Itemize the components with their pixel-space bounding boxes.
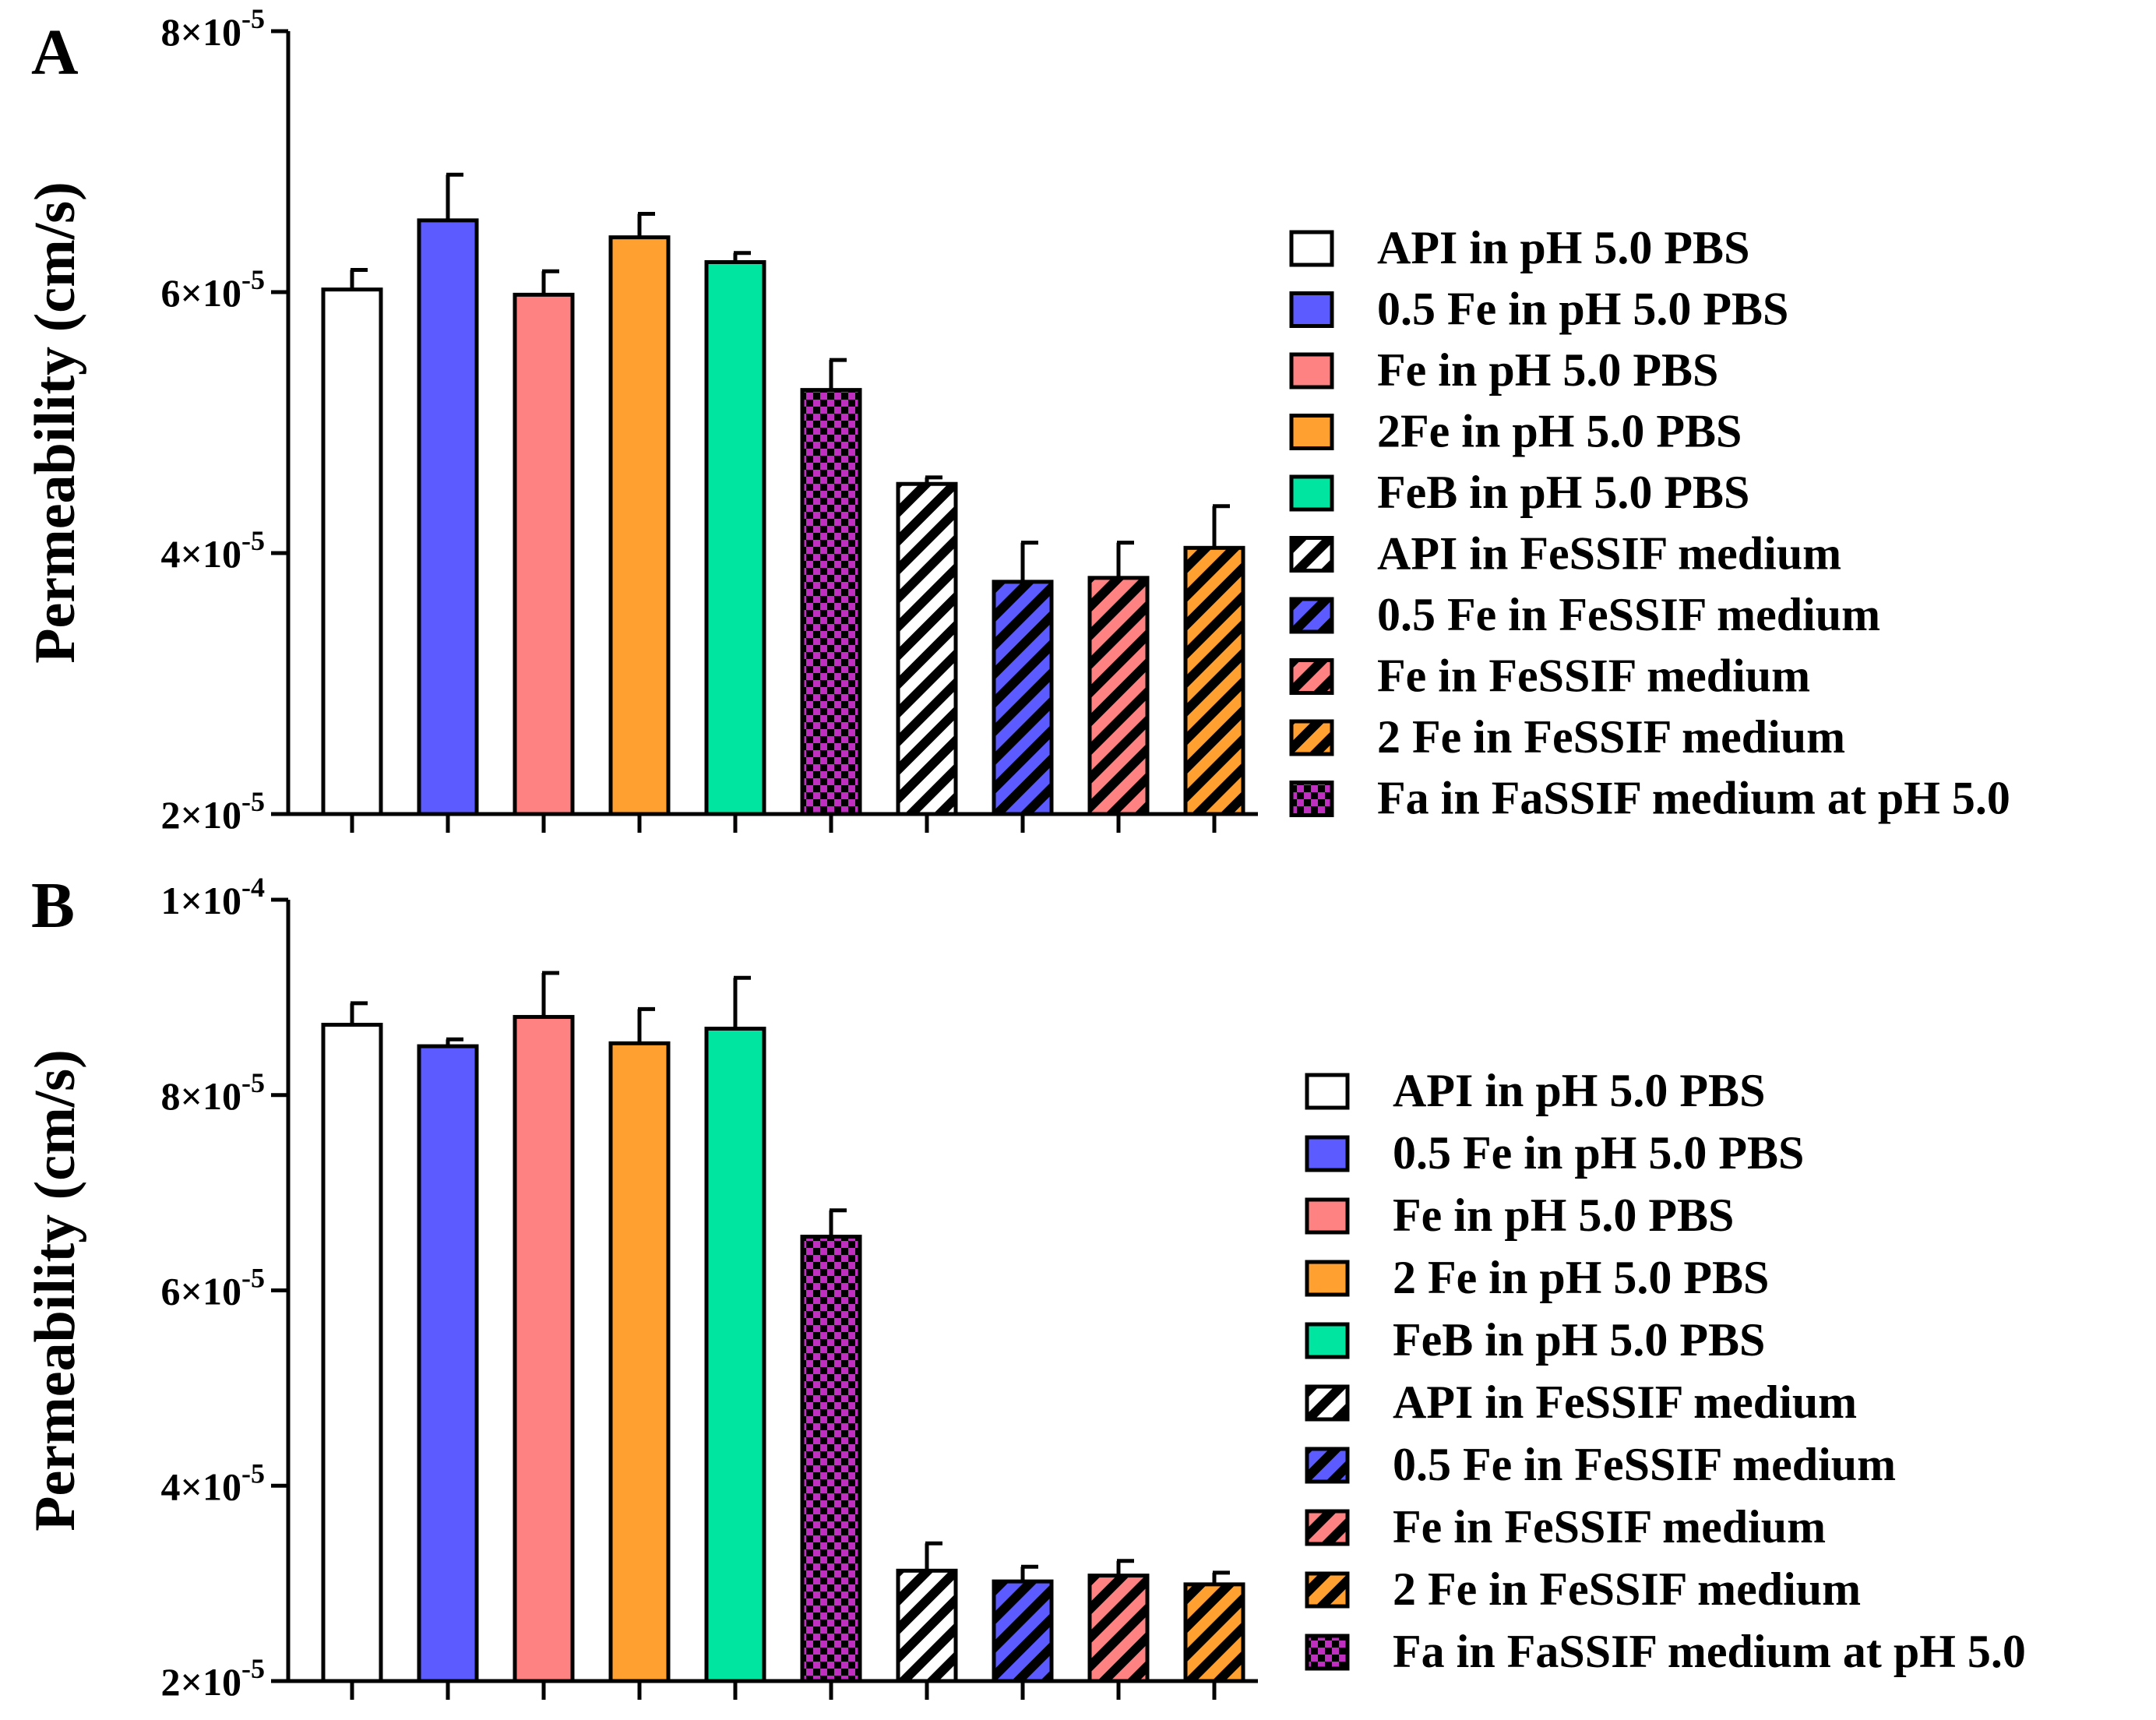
bar [992,1579,1054,1683]
y-axis-label: Permeability (cm/s) [23,182,87,664]
y-tick-label: 1×10-4 [161,872,266,922]
legend-swatch [1305,1634,1350,1671]
y-tick-label: 8×10-5 [161,1067,266,1118]
bar [1183,545,1245,816]
panel-label: A [31,16,79,89]
y-tick-label: 4×10-5 [161,1457,266,1508]
bar [417,1044,479,1683]
legend-label: Fe in pH 5.0 PBS [1377,344,1718,396]
legend: API in pH 5.0 PBS 0.5 Fe in pH 5.0 PBS Fe … [1289,222,2010,824]
legend-label: Fe in FeSSIF medium [1393,1501,1826,1553]
bar [1183,1582,1245,1683]
y-tick-label: 8×10-5 [161,3,266,54]
legend-swatch [1305,1447,1350,1484]
bar [608,235,671,816]
legend: API in pH 5.0 PBS 0.5 Fe in pH 5.0 PBS Fe … [1305,1065,2026,1677]
bar [1087,576,1150,816]
legend-swatch [1289,414,1334,450]
legend-label: 2 Fe in FeSSIF medium [1377,711,1845,763]
panel-A: A Permeability (cm/s) 2×10-5 4×10-5 6×10-5 8×… [23,3,2010,837]
legend-label: API in FeSSIF medium [1393,1376,1857,1428]
legend-label: Fe in FeSSIF medium [1377,650,1810,702]
bar [704,1026,766,1683]
legend-label: 0.5 Fe in FeSSIF medium [1377,589,1880,640]
legend-label: 2 Fe in pH 5.0 PBS [1393,1252,1769,1303]
legend-swatch [1305,1135,1350,1172]
bar [321,287,383,816]
legend-label: API in FeSSIF medium [1377,528,1841,580]
legend-swatch [1305,1197,1350,1235]
bar [704,259,766,816]
legend-label: API in pH 5.0 PBS [1393,1065,1765,1116]
legend-swatch [1305,1509,1350,1546]
legend-swatch [1305,1073,1350,1110]
bar [992,580,1054,816]
bar [896,1568,958,1683]
bar [800,388,862,816]
legend-swatch [1289,536,1334,573]
legend-label: Fe in pH 5.0 PBS [1393,1190,1734,1241]
y-axis-label: Permeability (cm/s) [23,1049,87,1531]
bar [513,1014,575,1683]
y-tick-label: 6×10-5 [161,264,266,315]
bar [1087,1574,1150,1683]
legend-label: FeB in pH 5.0 PBS [1377,467,1749,518]
legend-swatch [1289,597,1334,634]
legend-swatch [1289,230,1334,267]
y-tick-label: 2×10-5 [161,786,266,837]
y-tick-label: 2×10-5 [161,1653,266,1704]
legend-swatch [1305,1260,1350,1297]
legend-label: 2Fe in pH 5.0 PBS [1377,406,1742,457]
legend-swatch [1305,1384,1350,1422]
legend-label: 0.5 Fe in pH 5.0 PBS [1393,1127,1804,1179]
bar [800,1235,862,1683]
bar [896,481,958,816]
legend-label: FeB in pH 5.0 PBS [1393,1314,1765,1366]
legend-swatch [1305,1322,1350,1359]
legend-label: API in pH 5.0 PBS [1377,222,1749,273]
y-tick-label: 6×10-5 [161,1263,266,1313]
legend-swatch [1289,781,1334,817]
legend-swatch [1289,352,1334,389]
legend-label: 2 Fe in FeSSIF medium [1393,1563,1861,1615]
legend-swatch [1289,658,1334,695]
panel-label: B [31,869,75,942]
panel-B: B Permeability (cm/s) 2×10-5 4×10-5 6×10-5 8×… [23,869,2026,1704]
legend-label: Fa in FaSSIF medium at pH 5.0 [1377,773,2010,824]
legend-swatch [1289,291,1334,328]
bar [417,218,479,816]
bar [513,292,575,816]
legend-swatch [1305,1571,1350,1609]
bar [321,1022,383,1683]
legend-swatch [1289,719,1334,756]
bar [608,1041,671,1683]
legend-label: Fa in FaSSIF medium at pH 5.0 [1393,1626,2026,1677]
y-tick-label: 4×10-5 [161,525,266,576]
legend-label: 0.5 Fe in FeSSIF medium [1393,1439,1896,1490]
legend-swatch [1289,474,1334,512]
legend-label: 0.5 Fe in pH 5.0 PBS [1377,284,1788,335]
